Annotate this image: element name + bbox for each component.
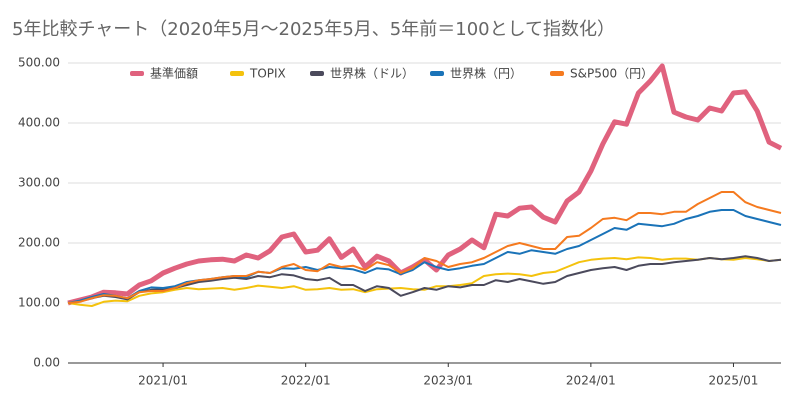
legend-label: 世界株（円） — [450, 66, 522, 81]
legend-swatch — [130, 71, 144, 76]
x-tick-label: 2024/01 — [566, 374, 616, 388]
legend-swatch — [230, 71, 244, 76]
chart-title: 5年比較チャート（2020年5月〜2025年5月、5年前＝100として指数化） — [12, 19, 615, 40]
legend-swatch — [310, 71, 324, 76]
series-line — [67, 63, 783, 306]
legend-label: S&P500（円） — [570, 67, 653, 81]
y-tick-label: 500.00 — [18, 56, 60, 70]
series-line — [67, 209, 782, 304]
y-tick-label: 300.00 — [18, 176, 60, 190]
legend-swatch — [430, 71, 444, 76]
series-line — [67, 256, 782, 307]
legend-label: 基準価額 — [150, 66, 198, 81]
x-tick-label: 2025/01 — [709, 374, 759, 388]
legend-swatch — [550, 71, 564, 76]
x-tick-label: 2023/01 — [423, 374, 473, 388]
y-tick-label: 100.00 — [18, 296, 60, 310]
series-line — [67, 255, 782, 304]
x-tick-label: 2022/01 — [281, 374, 331, 388]
series-line — [67, 191, 782, 304]
y-tick-label: 400.00 — [18, 116, 60, 130]
y-tick-label: 0.00 — [33, 356, 60, 370]
y-tick-label: 200.00 — [18, 236, 60, 250]
x-tick-label: 2021/01 — [138, 374, 188, 388]
legend-label: 世界株（ドル） — [330, 66, 414, 81]
legend-label: TOPIX — [249, 67, 286, 81]
